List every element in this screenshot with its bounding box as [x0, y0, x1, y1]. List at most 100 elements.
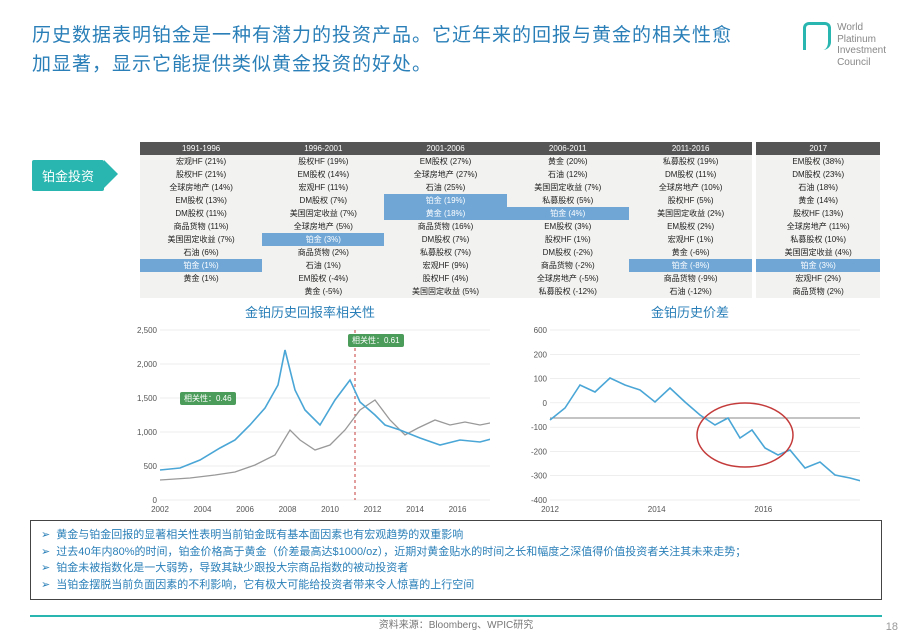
table-cell: 全球房地产 (10%): [629, 181, 755, 194]
table-cell: 全球房地产 (27%): [384, 168, 506, 181]
table-cell: 股权HF (19%): [262, 155, 384, 168]
table-cell: 美国固定收益 (4%): [754, 246, 880, 259]
table-cell: 商品货物 (-2%): [507, 259, 629, 272]
logo-text: WorldPlatinumInvestmentCouncil: [837, 22, 886, 68]
table-cell: 私募股权 (5%): [507, 194, 629, 207]
table-cell: 石油 (25%): [384, 181, 506, 194]
table-cell: DM股权 (11%): [629, 168, 755, 181]
table-cell: 宏观HF (11%): [262, 181, 384, 194]
table-cell: 石油 (-12%): [629, 285, 755, 298]
corr-badge-1: 相关性：0.46: [180, 392, 236, 405]
table-cell: 私募股权 (19%): [629, 155, 755, 168]
table-cell: 黄金 (-5%): [262, 285, 384, 298]
svg-text:2014: 2014: [648, 505, 666, 513]
svg-text:-300: -300: [531, 472, 548, 481]
bullet-row: ➢当铂金摆脱当前负面因素的不利影响，它有极大可能给投资者带来令人惊喜的上行空间: [41, 577, 871, 594]
table-cell: 石油 (6%): [140, 246, 262, 259]
table-cell: 石油 (18%): [754, 181, 880, 194]
svg-text:2004: 2004: [194, 505, 212, 513]
bullet-row: ➢黄金与铂金回报的显著相关性表明当前铂金既有基本面因素也有宏观趋势的双重影响: [41, 527, 871, 544]
table-cell: 美国固定收益 (2%): [629, 207, 755, 220]
table-cell: EM股权 (3%): [507, 220, 629, 233]
table-cell: 全球房地产 (14%): [140, 181, 262, 194]
table-cell: 石油 (1%): [262, 259, 384, 272]
logo: WorldPlatinumInvestmentCouncil: [803, 22, 886, 68]
svg-text:-200: -200: [531, 447, 548, 456]
svg-text:2008: 2008: [279, 505, 297, 513]
svg-text:2010: 2010: [321, 505, 339, 513]
svg-text:2016: 2016: [754, 505, 772, 513]
table-cell: 铂金 (19%): [384, 194, 506, 207]
table-cell: 美国固定收益 (7%): [140, 233, 262, 246]
svg-text:2012: 2012: [364, 505, 382, 513]
table-cell: 股权HF (13%): [754, 207, 880, 220]
svg-text:2006: 2006: [236, 505, 254, 513]
table-cell: 商品货物 (11%): [140, 220, 262, 233]
table-cell: 铂金 (-8%): [629, 259, 755, 272]
svg-text:0: 0: [153, 496, 158, 505]
table-cell: 石油 (12%): [507, 168, 629, 181]
col-header: 1991-1996: [140, 142, 262, 155]
table-cell: 美国固定收益 (7%): [262, 207, 384, 220]
table-cell: EM股权 (38%): [754, 155, 880, 168]
table-cell: 全球房地产 (-5%): [507, 272, 629, 285]
col-header: 2011-2016: [629, 142, 755, 155]
table-cell: DM股权 (23%): [754, 168, 880, 181]
svg-text:2012: 2012: [541, 505, 559, 513]
table-cell: 铂金 (4%): [507, 207, 629, 220]
table-cell: EM股权 (13%): [140, 194, 262, 207]
col-header: 1996-2001: [262, 142, 384, 155]
performance-table: 1991-19961996-20012001-20062006-20112011…: [140, 142, 880, 298]
table-cell: 股权HF (4%): [384, 272, 506, 285]
svg-text:-400: -400: [531, 496, 548, 505]
table-cell: DM股权 (7%): [384, 233, 506, 246]
table-cell: 商品货物 (2%): [262, 246, 384, 259]
table-cell: EM股权 (14%): [262, 168, 384, 181]
table-cell: 商品货物 (2%): [754, 285, 880, 298]
table-cell: 商品货物 (16%): [384, 220, 506, 233]
table-cell: EM股权 (27%): [384, 155, 506, 168]
svg-text:2016: 2016: [449, 505, 467, 513]
bullet-box: ➢黄金与铂金回报的显著相关性表明当前铂金既有基本面因素也有宏观趋势的双重影响➢过…: [30, 520, 882, 600]
table-cell: 股权HF (21%): [140, 168, 262, 181]
svg-text:100: 100: [534, 375, 548, 384]
svg-text:-100: -100: [531, 423, 548, 432]
table-cell: 铂金 (3%): [262, 233, 384, 246]
col-header: 2017: [754, 142, 880, 155]
table-cell: [140, 285, 262, 298]
svg-text:2,000: 2,000: [137, 360, 158, 369]
table-cell: 黄金 (18%): [384, 207, 506, 220]
table-cell: 宏观HF (2%): [754, 272, 880, 285]
page-number: 18: [886, 621, 898, 633]
table-cell: 商品货物 (-9%): [629, 272, 755, 285]
table-cell: 美国固定收益 (7%): [507, 181, 629, 194]
table-cell: EM股权 (-4%): [262, 272, 384, 285]
slide-title: 历史数据表明铂金是一种有潜力的投资产品。它近年来的回报与黄金的相关性愈加显著，显…: [32, 22, 732, 79]
spread-chart: 金铂历史价差 -400-300-200-10001002006002012201…: [520, 302, 860, 518]
table-cell: 全球房地产 (11%): [754, 220, 880, 233]
table-cell: 全球房地产 (5%): [262, 220, 384, 233]
table-cell: DM股权 (7%): [262, 194, 384, 207]
svg-text:1,000: 1,000: [137, 428, 158, 437]
logo-icon: [803, 22, 831, 50]
table-cell: 铂金 (3%): [754, 259, 880, 272]
table-cell: 股权HF (1%): [507, 233, 629, 246]
table-cell: DM股权 (11%): [140, 207, 262, 220]
svg-text:600: 600: [534, 326, 548, 335]
svg-text:200: 200: [534, 350, 548, 359]
svg-text:2,500: 2,500: [137, 326, 158, 335]
table-cell: 黄金 (14%): [754, 194, 880, 207]
table-cell: 黄金 (-6%): [629, 246, 755, 259]
table-cell: DM股权 (-2%): [507, 246, 629, 259]
table-cell: 宏观HF (9%): [384, 259, 506, 272]
source-text: 资料来源：Bloomberg、WPIC研究: [379, 616, 533, 631]
table-cell: 铂金 (1%): [140, 259, 262, 272]
section-tag: 铂金投资: [32, 160, 104, 191]
table-cell: 宏观HF (21%): [140, 155, 262, 168]
svg-text:500: 500: [144, 462, 158, 471]
bullet-row: ➢铂金未被指数化是一大弱势，导致其缺少跟投大宗商品指数的被动投资者: [41, 560, 871, 577]
table-cell: 股权HF (5%): [629, 194, 755, 207]
svg-text:1,500: 1,500: [137, 394, 158, 403]
table-cell: 黄金 (20%): [507, 155, 629, 168]
svg-text:0: 0: [543, 399, 548, 408]
